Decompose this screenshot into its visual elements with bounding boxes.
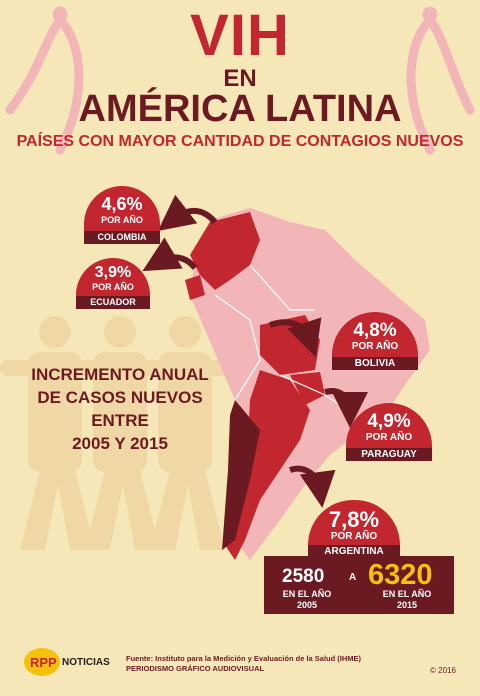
stat-connector: A [349,572,357,583]
bolivia-name: BOLIVIA [332,357,418,370]
title-america-latina: AMÉRICA LATINA [78,88,402,130]
argentina-stats-box: 2580 EN EL AÑO 2005 A 6320 EN EL AÑO 201… [264,556,454,614]
source-line2: PERIODISMO GRÁFICO AUDIOVISUAL [126,664,265,673]
bubble-colombia: 4,6% POR AÑO COLOMBIA [84,186,160,244]
ecuador-percent: 3,9% [94,264,132,281]
stat-2005-label: EN EL AÑO 2005 [282,589,332,610]
ecuador-name: ECUADOR [76,296,150,309]
argentina-name: ARGENTINA [308,545,400,558]
source-credit: Fuente: Instituto para la Medición y Eva… [126,654,426,674]
title-en: EN [223,65,257,92]
people-figures-icon [0,316,240,550]
bubble-bolivia: 4,8% POR AÑO BOLIVIA [332,312,418,370]
stat-2005-value: 2580 [282,566,325,587]
colombia-per-year: POR AÑO [101,215,143,225]
bolivia-percent: 4,8% [353,320,397,341]
ecuador-per-year: POR AÑO [92,282,134,292]
argentina-percent: 7,8% [328,507,380,532]
increment-line1: INCREMENTO ANUAL [31,365,209,384]
awareness-ribbon-icon [5,6,475,155]
increment-line4: 2005 Y 2015 [72,434,168,453]
source-line1: Fuente: Instituto para la Medición y Eva… [126,654,362,663]
argentina-per-year: POR AÑO [330,531,378,542]
title-vih: VIH [190,3,290,68]
rpp-logo: RPP [24,648,60,676]
brand-noticias: NOTICIAS [62,657,110,668]
paraguay-name: PARAGUAY [346,448,432,461]
paraguay-percent: 4,9% [367,411,411,432]
colombia-name: COLOMBIA [84,231,160,244]
increment-line2: DE CASOS NUEVOS [37,388,203,407]
stat-2015-value: 6320 [368,559,433,591]
stat-2015-label: EN EL AÑO 2015 [382,589,432,610]
bolivia-per-year: POR AÑO [351,341,399,352]
increment-line3: ENTRE [91,411,149,430]
subtitle: PAÍSES CON MAYOR CANTIDAD DE CONTAGIOS N… [16,133,464,150]
colombia-percent: 4,6% [101,194,143,214]
increment-caption: INCREMENTO ANUAL DE CASOS NUEVOS ENTRE 2… [10,363,230,455]
bubble-paraguay: 4,9% POR AÑO PARAGUAY [346,403,432,461]
copyright: © 2016 [430,666,456,675]
paraguay-per-year: POR AÑO [365,432,413,443]
bubble-ecuador: 3,9% POR AÑO ECUADOR [76,258,150,309]
bubble-argentina: 7,8% POR AÑO ARGENTINA [308,500,400,558]
